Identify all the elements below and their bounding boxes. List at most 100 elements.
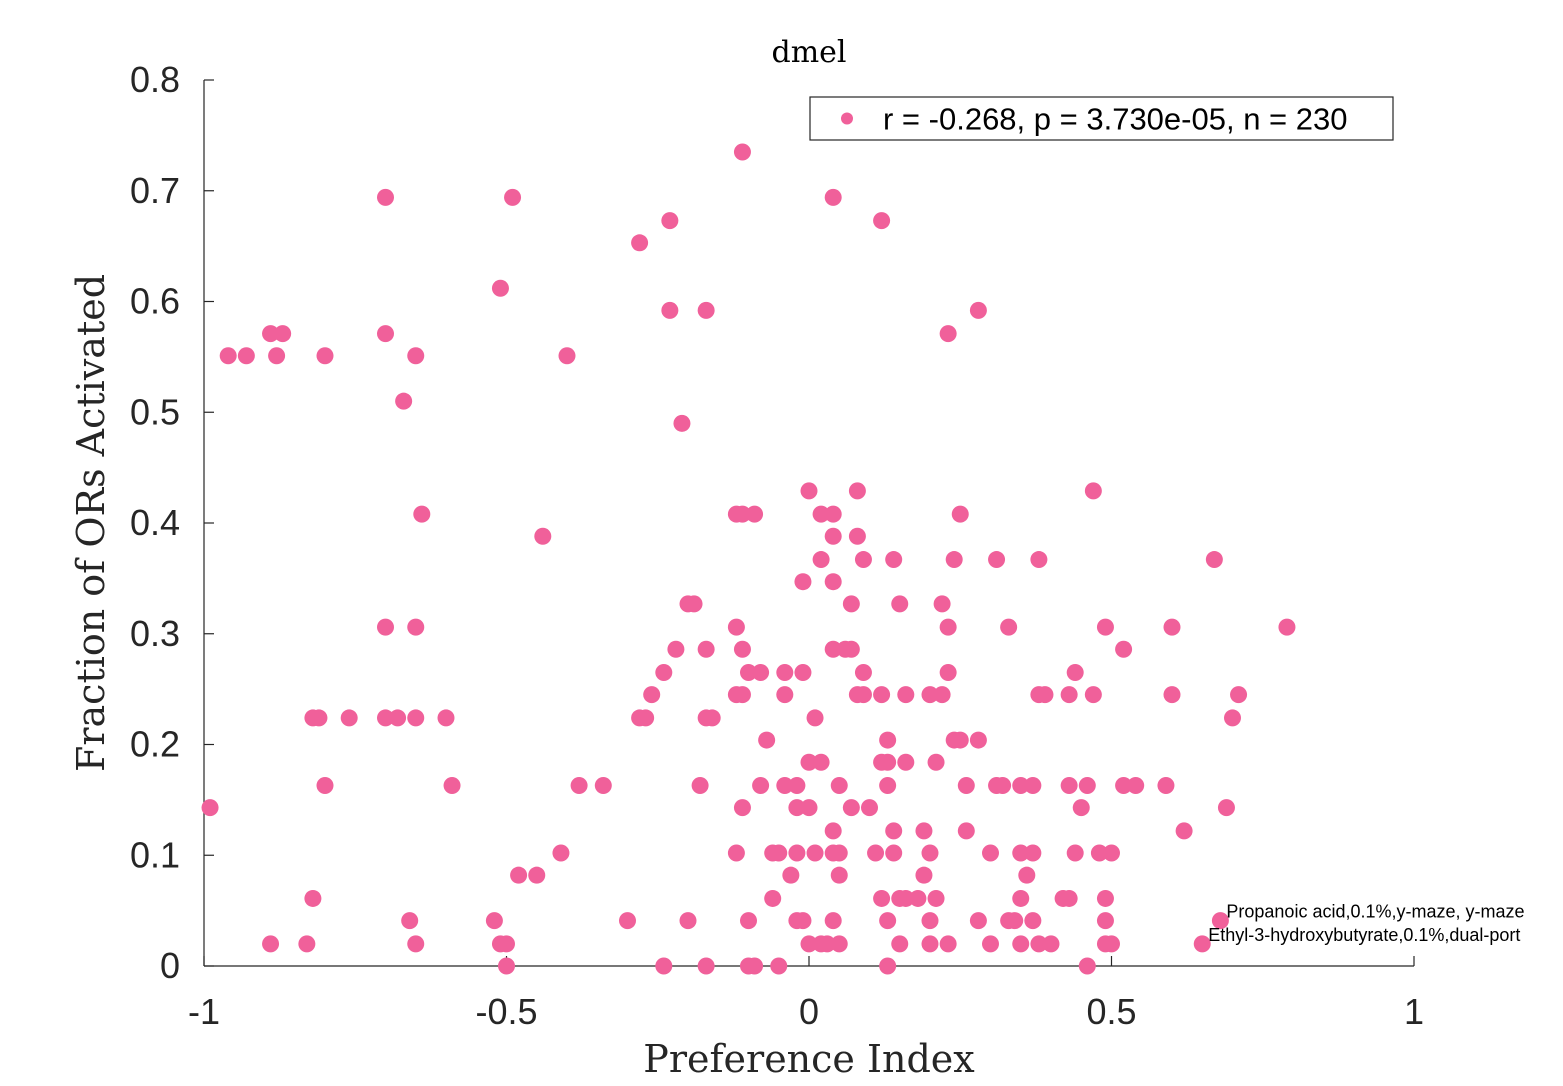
data-point — [770, 957, 788, 975]
data-point — [848, 482, 866, 500]
legend: r = -0.268, p = 3.730e-05, n = 230 — [809, 96, 1394, 141]
data-point — [262, 325, 280, 343]
data-point — [570, 776, 588, 794]
data-point — [407, 935, 425, 953]
data-point — [274, 325, 292, 343]
data-point — [927, 753, 945, 771]
y-tick-label: 0.6 — [130, 281, 180, 322]
data-point — [848, 527, 866, 545]
data-point — [1224, 709, 1241, 727]
data-point — [939, 935, 957, 953]
data-point — [806, 709, 824, 727]
data-point — [1103, 935, 1120, 953]
data-point — [268, 347, 286, 365]
data-point — [915, 822, 933, 840]
data-point — [201, 799, 219, 817]
data-point — [776, 664, 794, 682]
x-tick-label: -1 — [188, 991, 220, 1032]
data-point — [1084, 482, 1102, 500]
data-point — [219, 347, 237, 365]
legend-marker — [841, 112, 853, 125]
data-point — [1024, 844, 1042, 862]
y-tick-label: 0.7 — [130, 170, 180, 211]
data-point — [982, 935, 999, 953]
data-point — [552, 844, 570, 862]
data-point — [1060, 776, 1078, 794]
data-point — [891, 935, 909, 953]
data-point — [873, 889, 891, 907]
data-point — [933, 686, 951, 704]
y-tick-label: 0.1 — [130, 834, 180, 875]
data-point — [988, 551, 1006, 569]
data-point — [377, 618, 394, 636]
data-point — [830, 866, 848, 884]
chart-title: dmel — [772, 35, 847, 70]
data-point — [854, 686, 872, 704]
x-tick-label: -0.5 — [475, 991, 537, 1032]
x-tick-label: 1 — [1404, 991, 1424, 1032]
data-point — [377, 709, 394, 727]
data-point — [1030, 935, 1048, 953]
data-point — [842, 640, 860, 658]
data-point — [752, 664, 770, 682]
data-point — [727, 844, 745, 862]
data-point — [885, 822, 903, 840]
data-point — [830, 844, 848, 862]
data-point — [897, 889, 915, 907]
y-tick-label: 0.3 — [130, 613, 180, 654]
data-point — [619, 912, 636, 930]
data-point — [776, 776, 794, 794]
data-point — [800, 482, 818, 500]
data-point — [879, 776, 897, 794]
y-tick-label: 0.4 — [130, 502, 180, 543]
data-point — [316, 776, 334, 794]
data-point — [812, 753, 830, 771]
data-point — [1018, 866, 1036, 884]
data-point — [1278, 618, 1296, 636]
data-point — [340, 709, 358, 727]
data-point — [1006, 912, 1024, 930]
data-point — [1036, 686, 1054, 704]
data-point — [915, 866, 933, 884]
data-point — [733, 640, 751, 658]
data-point — [770, 844, 788, 862]
data-point — [854, 551, 872, 569]
data-point — [1217, 799, 1235, 817]
data-point — [879, 957, 897, 975]
data-point — [788, 844, 806, 862]
data-point — [262, 935, 280, 953]
data-point — [885, 844, 903, 862]
data-point — [1078, 957, 1096, 975]
data-point — [655, 664, 673, 682]
data-point — [897, 753, 915, 771]
data-point — [873, 686, 891, 704]
data-point — [842, 595, 860, 613]
data-point — [969, 731, 987, 749]
y-axis-label: Fraction of ORs Activated — [69, 274, 113, 772]
data-point — [939, 664, 957, 682]
data-point — [655, 957, 673, 975]
data-point — [842, 799, 860, 817]
data-point — [304, 889, 322, 907]
data-point — [939, 325, 957, 343]
data-point — [879, 753, 897, 771]
data-point — [788, 799, 806, 817]
data-point — [316, 347, 334, 365]
data-point — [945, 551, 963, 569]
data-point — [1060, 686, 1078, 704]
data-point — [237, 347, 255, 365]
data-point — [1211, 912, 1229, 930]
x-tick-label: 0 — [799, 991, 819, 1032]
data-point — [982, 844, 999, 862]
data-point — [1230, 686, 1248, 704]
data-point — [921, 912, 939, 930]
data-point — [504, 188, 522, 206]
data-point — [631, 234, 649, 252]
data-point — [854, 664, 872, 682]
data-point — [733, 505, 751, 523]
data-point — [788, 776, 806, 794]
data-point — [673, 414, 691, 432]
data-point — [994, 776, 1012, 794]
data-point — [310, 709, 328, 727]
data-point — [510, 866, 528, 884]
